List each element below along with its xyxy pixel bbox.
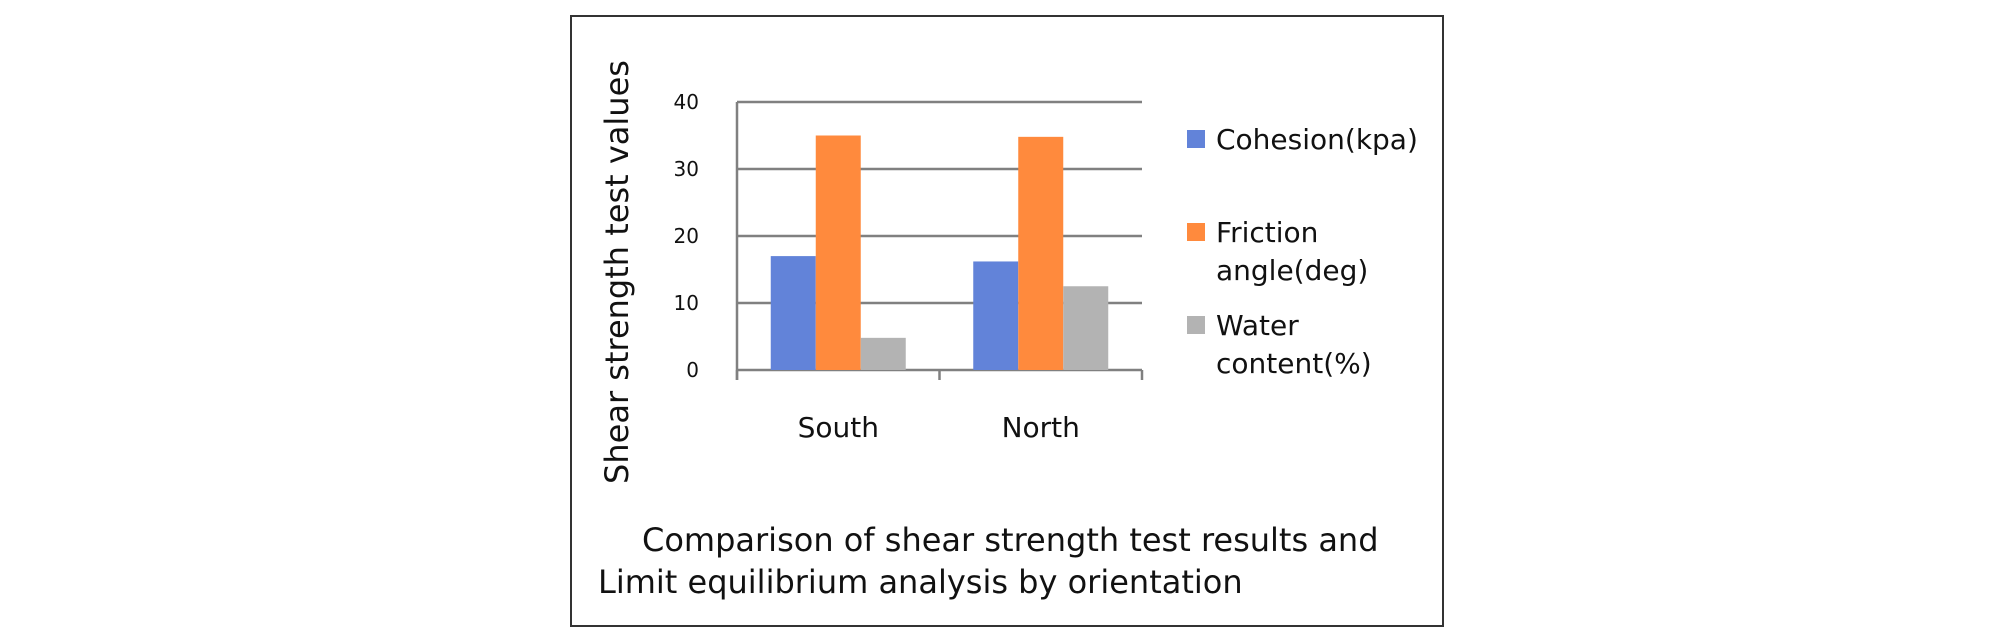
legend-swatch <box>1187 130 1205 148</box>
legend-label: content(%) <box>1216 347 1372 380</box>
legend-swatch <box>1187 316 1205 334</box>
figure-caption-line-2: Limit equilibrium analysis by orientatio… <box>598 563 1243 601</box>
legend-label: Friction <box>1216 216 1318 249</box>
legend-label: Water <box>1216 309 1299 342</box>
y-tick-label: 10 <box>674 291 699 315</box>
y-tick-label: 30 <box>674 157 699 181</box>
legend-swatch <box>1187 223 1205 241</box>
y-tick-label: 40 <box>674 90 699 114</box>
figure-caption-line-1: Comparison of shear strength test result… <box>642 521 1379 559</box>
bar-friction-angle-north <box>1018 136 1064 370</box>
bar-chart: 0 10 20 30 40 South North Shear strength test v… <box>598 60 1418 484</box>
bar-cohesion-south <box>770 256 816 370</box>
bar-water-content-north <box>1063 286 1109 370</box>
legend-label: angle(deg) <box>1216 254 1368 287</box>
x-tick-label-north: North <box>1002 411 1080 444</box>
figure-frame: 0 10 20 30 40 South North Shear strength test v… <box>570 15 1444 627</box>
legend-label: Cohesion(kpa) <box>1216 123 1418 156</box>
x-tick-label-south: South <box>798 411 879 444</box>
y-axis-title: Shear strength test values <box>598 60 636 484</box>
bar-cohesion-north <box>973 261 1019 370</box>
bar-friction-angle-south <box>815 135 861 370</box>
y-tick-label: 0 <box>686 358 699 382</box>
y-tick-label: 20 <box>674 224 699 248</box>
bar-water-content-south <box>860 337 906 370</box>
